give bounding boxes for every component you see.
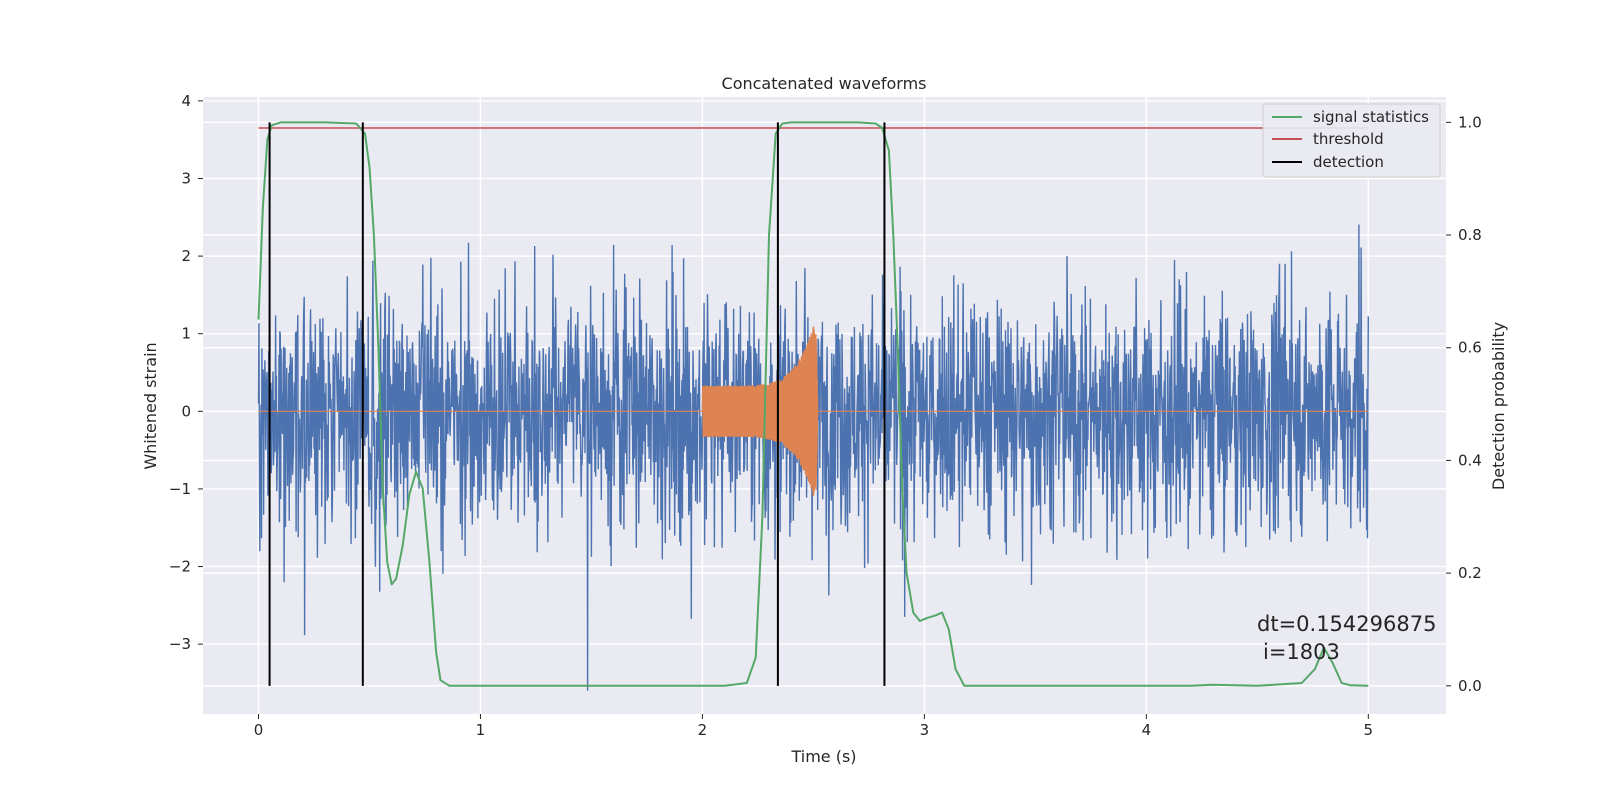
legend-label-signal-statistics: signal statistics bbox=[1313, 108, 1429, 126]
legend-label-threshold: threshold bbox=[1313, 130, 1384, 148]
x-tick-label-5: 5 bbox=[1364, 721, 1374, 739]
x-tick-label-0: 0 bbox=[254, 721, 264, 739]
legend-box bbox=[1262, 103, 1441, 178]
legend-label-detection: detection bbox=[1313, 153, 1384, 171]
signal-statistics-line bbox=[257, 121, 1369, 687]
y-left-tick-label-3: 1 bbox=[181, 325, 191, 343]
annotation-dt: dt=0.154296875 bbox=[1257, 612, 1436, 636]
y-right-tick-label-0: 1.0 bbox=[1458, 113, 1482, 131]
y-left-tick-label-5: −1 bbox=[169, 480, 191, 498]
annotation-index: i=1803 bbox=[1263, 640, 1340, 664]
x-tick-label-3: 3 bbox=[920, 721, 930, 739]
y-left-tick-label-0: 4 bbox=[181, 92, 191, 110]
y-right-tick-label-3: 0.4 bbox=[1458, 451, 1482, 469]
y-right-tick-label-5: 0.0 bbox=[1458, 677, 1482, 695]
y-right-tick-label-4: 0.2 bbox=[1458, 564, 1482, 582]
y-left-tick-label-4: 0 bbox=[181, 402, 191, 420]
y-left-tick-label-2: 2 bbox=[181, 247, 191, 265]
injected-signal-series bbox=[258, 326, 1369, 497]
legend: signal statistics threshold detection bbox=[1262, 103, 1441, 178]
detection-series bbox=[268, 122, 886, 686]
y-right-tick-label-1: 0.8 bbox=[1458, 226, 1482, 244]
x-tick-label-4: 4 bbox=[1142, 721, 1152, 739]
signal-statistics-series bbox=[257, 121, 1369, 687]
y-left-tick-label-1: 3 bbox=[181, 169, 191, 187]
y-right-tick-label-2: 0.6 bbox=[1458, 339, 1482, 357]
y-axis-label-right: Detection probability bbox=[1489, 322, 1508, 490]
x-tick-label-2: 2 bbox=[698, 721, 708, 739]
chart-title: Concatenated waveforms bbox=[722, 74, 927, 93]
x-axis-label: Time (s) bbox=[790, 747, 856, 766]
injected-signal-line bbox=[258, 326, 1369, 497]
y-left-tick-label-7: −3 bbox=[169, 635, 191, 653]
x-tick-label-1: 1 bbox=[476, 721, 486, 739]
axes: 0 1 2 3 4 5 4 3 2 1 0 −1 −2 −3 1.0 0.8 0.6 0.4 0.2 0.0 bbox=[169, 92, 1482, 739]
y-left-tick-label-6: −2 bbox=[169, 558, 191, 576]
y-axis-label-left: Whitened strain bbox=[141, 342, 160, 469]
